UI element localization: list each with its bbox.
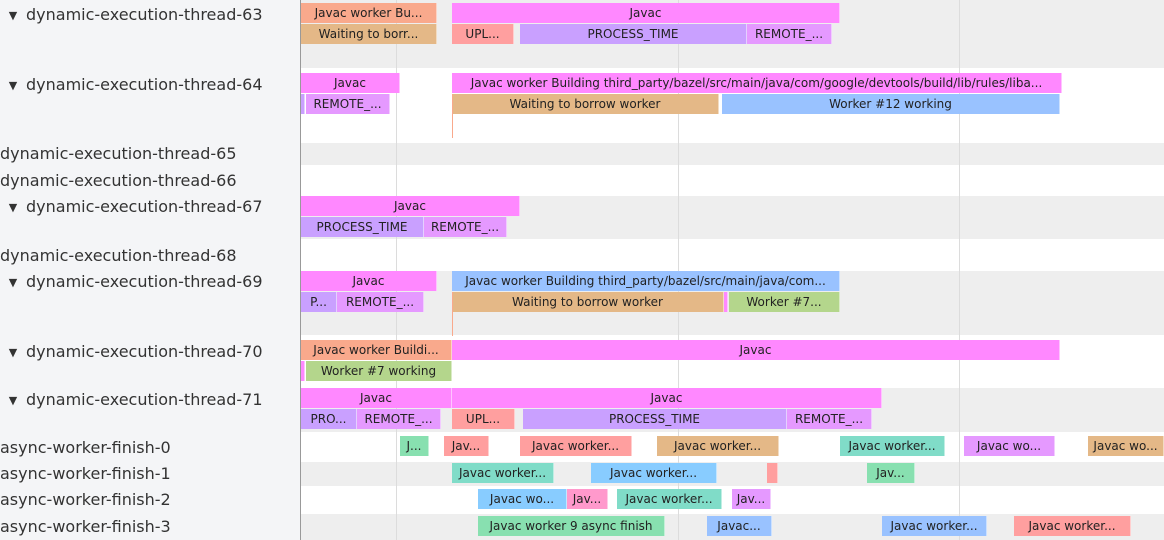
track-name: dynamic-execution-thread-70	[26, 342, 263, 361]
trace-slice[interactable]	[301, 94, 305, 114]
trace-slice[interactable]	[724, 292, 728, 312]
track-name: dynamic-execution-thread-67	[26, 197, 263, 216]
track-name: async-worker-finish-0	[0, 438, 171, 457]
trace-slice[interactable]: Javac wo...	[1088, 436, 1164, 456]
track-name: async-worker-finish-1	[0, 464, 171, 483]
track-label[interactable]: async-worker-finish-3	[0, 517, 171, 537]
track-label[interactable]: ▼ dynamic-execution-thread-63	[0, 5, 263, 26]
trace-slice[interactable]: Javac	[301, 388, 452, 408]
trace-slice[interactable]: Waiting to borrow worker	[452, 94, 719, 114]
flow-marker	[452, 292, 453, 336]
trace-slice[interactable]: P...	[301, 292, 337, 312]
track-label[interactable]: async-worker-finish-2	[0, 490, 171, 510]
trace-slice[interactable]: Jav...	[444, 436, 489, 456]
track-row-background	[301, 165, 1164, 196]
trace-slice[interactable]: Worker #7...	[729, 292, 840, 312]
trace-slice[interactable]: REMOTE_...	[747, 24, 832, 44]
track-label[interactable]: ▼ dynamic-execution-thread-70	[0, 342, 263, 363]
trace-slice[interactable]: Javac worker...	[617, 489, 722, 509]
track-label[interactable]: dynamic-execution-thread-68	[0, 246, 237, 266]
trace-slice[interactable]: Javac worker...	[452, 463, 554, 483]
track-name: dynamic-execution-thread-66	[0, 171, 237, 190]
collapse-chevron-icon[interactable]: ▼	[8, 276, 18, 289]
track-row-background	[301, 239, 1164, 271]
trace-slice[interactable]: Javac	[301, 196, 520, 216]
trace-slice[interactable]: Jav...	[732, 489, 771, 509]
track-label[interactable]: dynamic-execution-thread-65	[0, 144, 237, 164]
track-name: dynamic-execution-thread-65	[0, 144, 237, 163]
track-name: dynamic-execution-thread-69	[26, 272, 263, 291]
track-label[interactable]: async-worker-finish-0	[0, 438, 171, 458]
collapse-chevron-icon[interactable]: ▼	[8, 79, 18, 92]
collapse-chevron-icon[interactable]: ▼	[8, 346, 18, 359]
trace-slice[interactable]: UPL...	[452, 409, 515, 429]
trace-slice[interactable]: PROCESS_TIME	[523, 409, 787, 429]
trace-slice[interactable]: J...	[400, 436, 429, 456]
track-row-background	[301, 462, 1164, 486]
trace-slice[interactable]: Javac wo...	[964, 436, 1055, 456]
trace-slice[interactable]: PROCESS_TIME	[520, 24, 747, 44]
trace-slice[interactable]: Waiting to borrow worker	[452, 292, 724, 312]
trace-slice[interactable]: Javac worker...	[840, 436, 945, 456]
time-gridline	[959, 0, 960, 540]
collapse-chevron-icon[interactable]: ▼	[8, 201, 18, 214]
trace-slice[interactable]: Worker #12 working	[722, 94, 1060, 114]
track-names-panel: ▼ dynamic-execution-thread-63 ▼ dynamic-exe…	[0, 0, 301, 540]
track-name: dynamic-execution-thread-64	[26, 75, 263, 94]
track-label[interactable]: async-worker-finish-1	[0, 464, 171, 484]
trace-slice[interactable]: Jav...	[867, 463, 915, 483]
track-name: dynamic-execution-thread-71	[26, 390, 263, 409]
trace-slice[interactable]: PROCESS_TIME	[301, 217, 424, 237]
trace-slice[interactable]: Javac	[301, 271, 437, 291]
track-label[interactable]: ▼ dynamic-execution-thread-67	[0, 197, 263, 218]
trace-slice[interactable]: REMOTE_...	[424, 217, 507, 237]
trace-slice[interactable]: PRO...	[301, 409, 357, 429]
trace-slice[interactable]: Javac...	[707, 516, 772, 536]
trace-slice[interactable]: Javac worker Buildi...	[301, 340, 452, 360]
trace-slice[interactable]: Jav...	[567, 489, 608, 509]
trace-slice[interactable]: Javac worker...	[1014, 516, 1131, 536]
track-name: dynamic-execution-thread-68	[0, 246, 237, 265]
collapse-chevron-icon[interactable]: ▼	[8, 9, 18, 22]
trace-slice[interactable]	[767, 463, 778, 483]
track-name: async-worker-finish-2	[0, 490, 171, 509]
trace-slice[interactable]: Javac worker...	[882, 516, 987, 536]
trace-slice[interactable]: Javac	[452, 3, 840, 23]
time-gridline	[396, 0, 397, 540]
trace-slice[interactable]: Javac	[452, 388, 882, 408]
trace-slice[interactable]: Javac worker...	[520, 436, 632, 456]
trace-slice[interactable]: Waiting to borr...	[301, 24, 437, 44]
track-name: async-worker-finish-3	[0, 517, 171, 536]
track-row-background	[301, 143, 1164, 165]
trace-slice[interactable]: Javac worker Building third_party/bazel/…	[452, 73, 1062, 93]
trace-slice[interactable]: Javac worker 9 async finish	[478, 516, 665, 536]
trace-slice[interactable]: Javac wo...	[478, 489, 567, 509]
timeline-tracks[interactable]: Javac worker Bu... Javac Waiting to borr..…	[301, 0, 1164, 540]
trace-slice[interactable]: Javac worker...	[591, 463, 717, 483]
track-label[interactable]: dynamic-execution-thread-66	[0, 171, 237, 191]
trace-slice[interactable]: Javac worker Building third_party/bazel/…	[452, 271, 840, 291]
flow-marker	[452, 94, 453, 138]
trace-slice[interactable]: Javac worker Bu...	[301, 3, 437, 23]
trace-slice[interactable]: REMOTE_...	[306, 94, 390, 114]
time-gridline	[678, 0, 679, 540]
trace-slice[interactable]: REMOTE_...	[357, 409, 441, 429]
trace-slice[interactable]: REMOTE_...	[787, 409, 872, 429]
trace-slice[interactable]: Javac	[452, 340, 1060, 360]
track-name: dynamic-execution-thread-63	[26, 5, 263, 24]
trace-slice[interactable]: UPL...	[452, 24, 514, 44]
trace-slice[interactable]: REMOTE_...	[337, 292, 424, 312]
trace-slice[interactable]: Worker #7 working	[306, 361, 452, 381]
trace-slice[interactable]	[301, 361, 305, 381]
collapse-chevron-icon[interactable]: ▼	[8, 394, 18, 407]
trace-slice[interactable]: Javac worker...	[657, 436, 779, 456]
track-label[interactable]: ▼ dynamic-execution-thread-64	[0, 75, 263, 96]
track-label[interactable]: ▼ dynamic-execution-thread-71	[0, 390, 263, 411]
trace-slice[interactable]: Javac	[301, 73, 400, 93]
track-label[interactable]: ▼ dynamic-execution-thread-69	[0, 272, 263, 293]
